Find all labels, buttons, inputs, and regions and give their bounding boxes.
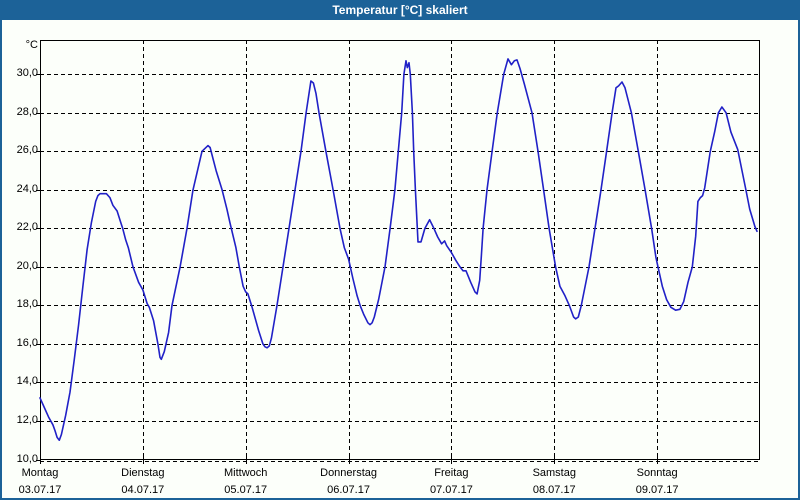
- y-axis-tick-label: 10,0: [16, 452, 38, 465]
- x-axis-day-label: Donnerstag: [320, 467, 377, 479]
- x-axis-day-label: Samstag: [532, 467, 576, 479]
- y-axis-tick-label: 26,0: [16, 144, 38, 157]
- window-title: Temperatur [°C] skaliert: [332, 3, 468, 17]
- x-axis-day-label: Dienstag: [121, 467, 165, 479]
- plot-border: [40, 40, 760, 460]
- y-axis-tick-label: 30,0: [16, 67, 38, 80]
- y-axis-tick-label: 20,0: [16, 259, 38, 272]
- y-axis-tick-label: 18,0: [16, 298, 38, 311]
- y-axis-tick-label: 24,0: [16, 182, 38, 195]
- y-axis-tick-label: 28,0: [16, 105, 38, 118]
- temperature-line: [39, 58, 758, 442]
- x-axis-day-label: Sonntag: [636, 467, 678, 479]
- x-axis-date-label: 09.07.17: [635, 484, 679, 496]
- y-axis-tick-label: 12,0: [16, 413, 38, 426]
- axis-ticks: [36, 74, 658, 464]
- y-axis-tick-label: 22,0: [16, 221, 38, 234]
- x-axis-date-label: 07.07.17: [430, 484, 473, 496]
- x-axis-date-label: 05.07.17: [224, 484, 268, 496]
- x-axis-day-label: Mittwoch: [224, 467, 268, 479]
- y-axis-tick-label: 16,0: [16, 336, 38, 349]
- x-axis-day-label: Freitag: [434, 467, 469, 479]
- y-axis-unit-label: °C: [25, 39, 38, 51]
- x-axis-date-label: 03.07.17: [18, 484, 62, 496]
- gridlines: [40, 40, 760, 462]
- x-axis-date-label: 04.07.17: [121, 484, 165, 496]
- x-axis-day-label: Montag: [21, 467, 59, 479]
- y-axis-tick-label: 14,0: [16, 375, 38, 388]
- x-axis-date-label: 08.07.17: [532, 484, 576, 496]
- title-bar: Temperatur [°C] skaliert: [2, 0, 798, 20]
- x-axis-date-label: 06.07.17: [327, 484, 370, 496]
